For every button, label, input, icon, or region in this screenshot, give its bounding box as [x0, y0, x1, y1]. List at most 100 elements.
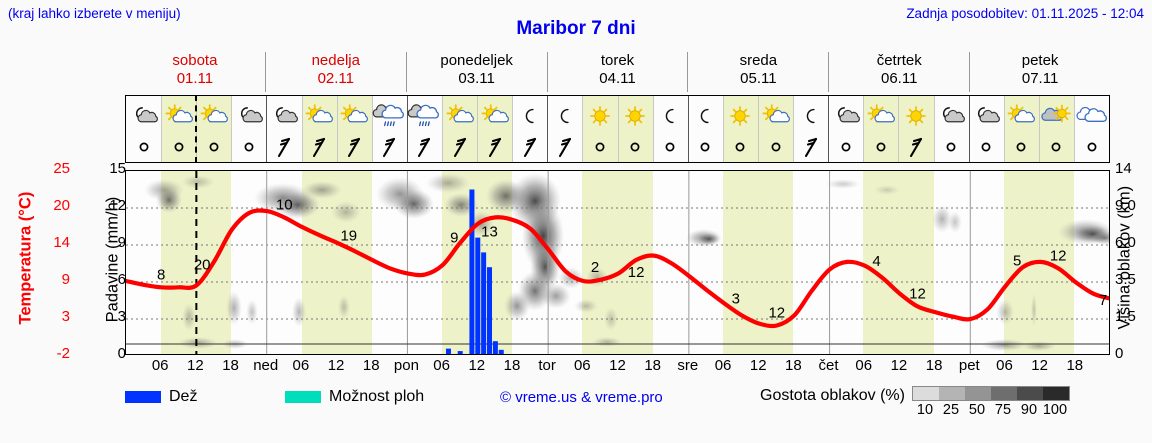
svg-text:4: 4	[872, 253, 880, 270]
day-date: 01.11	[176, 70, 214, 87]
forecast-slot	[266, 96, 301, 162]
slot-separator	[863, 96, 865, 162]
cloud-density-swatch	[938, 387, 965, 400]
sun-icon	[582, 97, 617, 135]
forecast-slot	[863, 96, 899, 162]
wind-calm-icon	[1039, 134, 1074, 160]
wind-calm-icon	[688, 134, 723, 160]
forecast-slot	[968, 96, 1004, 162]
time-tick: 12	[609, 357, 626, 374]
wind-barb-icon	[793, 134, 828, 160]
wind-calm-icon	[723, 134, 758, 160]
forecast-slot	[512, 96, 547, 162]
time-tick: 12	[749, 357, 767, 374]
moon-icon	[512, 97, 547, 135]
wind-barb-icon	[372, 134, 407, 160]
day-separator	[547, 96, 549, 162]
forecast-slot	[757, 96, 794, 162]
day-date: 06.11	[881, 70, 918, 87]
day-date: 02.11	[317, 70, 354, 87]
wind-barb-icon	[407, 134, 442, 160]
svg-text:13: 13	[481, 224, 498, 241]
wind-calm-icon	[618, 134, 653, 160]
cloud-rain-icon	[407, 97, 442, 135]
precipitation-axis-tick: 3	[117, 308, 126, 325]
day-header-row: sobota 01.11 nedelja 02.11 ponedeljek 03.11 to…	[125, 52, 1110, 92]
forecast-slot	[336, 96, 372, 162]
time-tick: 18	[925, 357, 943, 374]
svg-text:19: 19	[340, 227, 357, 244]
forecast-slot	[1073, 96, 1109, 162]
moon-cloud-icon	[828, 97, 863, 135]
cloud-height-axis-tick: 14	[1115, 160, 1132, 177]
wind-barb-icon	[266, 134, 301, 160]
time-tick: sre	[677, 357, 699, 374]
cloud-density-tick: 100	[1042, 402, 1068, 418]
slot-separator	[582, 96, 584, 162]
slot-separator	[477, 96, 479, 162]
svg-text:20: 20	[194, 257, 211, 274]
day-separator	[968, 96, 970, 162]
time-tick: tor	[538, 357, 556, 374]
cloud-density-tick: 10	[916, 402, 934, 418]
forecast-slot	[898, 96, 934, 162]
time-tick: 12	[468, 357, 486, 374]
temperature-axis-tick: 3	[61, 308, 70, 325]
slot-separator	[441, 96, 443, 162]
day-date: 03.11	[458, 70, 495, 87]
time-tick: 06	[996, 357, 1013, 374]
slot-separator	[1038, 96, 1040, 162]
wind-calm-icon	[1074, 134, 1109, 160]
forecast-slot	[301, 96, 337, 162]
svg-text:8: 8	[157, 266, 165, 283]
day-date: 04.11	[599, 70, 636, 87]
svg-text:12: 12	[628, 264, 645, 281]
time-tick: pon	[393, 357, 419, 374]
wind-calm-icon	[653, 134, 688, 160]
slot-separator	[652, 96, 654, 162]
day-header-nedelja: nedelja 02.11	[264, 52, 406, 92]
forecast-slot	[617, 96, 653, 162]
forecast-slot	[371, 96, 407, 162]
cloud-density-legend: Gostota oblakov (%) 10 25 50 75 90 100	[760, 386, 1070, 419]
rain-color-swatch	[125, 391, 161, 403]
day-header-petek: petek 07.11	[969, 52, 1110, 92]
wind-barb-icon	[477, 134, 512, 160]
time-axis: 06 12 18 ned 06 12 18 pon 06 12 18 tor 06 12 18 sre 06 12…	[125, 357, 1110, 379]
day-name: petek	[1021, 52, 1059, 69]
sun-cloud-icon	[302, 97, 337, 135]
sun-cloud-icon	[1004, 97, 1039, 135]
time-tick: 18	[362, 357, 380, 374]
forecast-slot	[793, 96, 828, 162]
moon-cloud-icon	[266, 97, 301, 135]
showers-color-swatch	[285, 391, 321, 403]
copyright-link[interactable]: © vreme.us & vreme.pro	[500, 389, 663, 406]
sun-cloud-icon	[863, 97, 898, 135]
moon-icon	[793, 97, 828, 135]
time-tick: 18	[785, 357, 802, 374]
daylight-band	[722, 171, 758, 354]
forecast-slot	[441, 96, 478, 162]
precipitation-axis-tick: 9	[117, 234, 126, 251]
wind-calm-icon	[1004, 134, 1039, 160]
time-tick: 18	[1066, 357, 1084, 374]
forecast-slot	[126, 96, 161, 162]
day-date: 07.11	[1021, 70, 1059, 87]
temperature-axis-tick: 9	[61, 271, 70, 288]
precipitation-axis-tick: 0	[117, 345, 126, 362]
wind-barb-icon	[547, 134, 582, 160]
cloud-density-swatch	[1042, 387, 1069, 400]
sun-cloud-icon	[337, 97, 372, 135]
sun-cloud-icon	[442, 97, 477, 135]
time-tick: 18	[503, 357, 521, 374]
wind-barb-icon	[898, 134, 933, 160]
wind-calm-icon	[126, 134, 161, 160]
forecast-slot	[687, 96, 723, 162]
time-tick: 12	[890, 357, 908, 374]
sun-cloud-icon	[196, 97, 231, 135]
forecast-slot	[477, 96, 513, 162]
forecast-slot	[161, 96, 197, 162]
day-separator	[828, 96, 830, 162]
slot-separator	[757, 96, 759, 162]
moon-icon	[688, 97, 723, 135]
